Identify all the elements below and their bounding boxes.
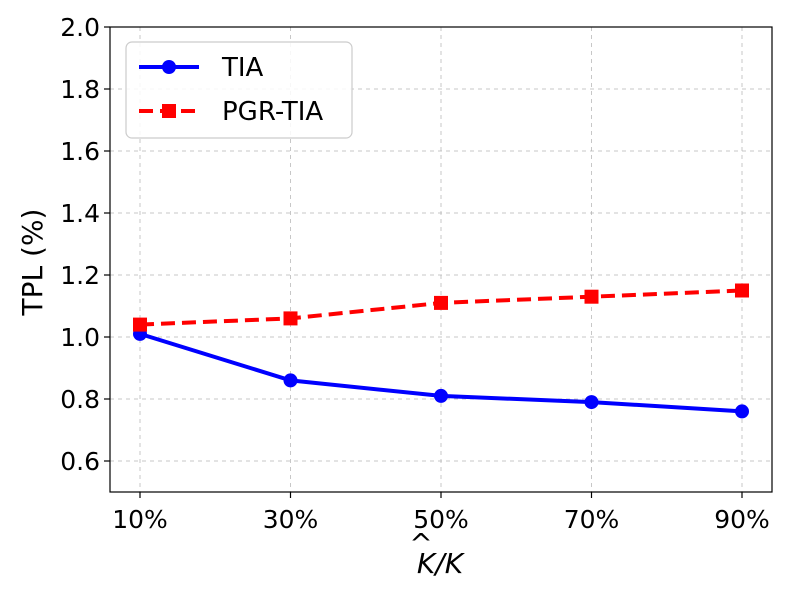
y-tick-label: 2.0 xyxy=(60,13,100,42)
x-tick-label: 90% xyxy=(714,505,770,534)
data-point-tia xyxy=(735,404,749,419)
y-axis-ticks: 0.6 0.8 1.0 1.2 1.4 1.6 1.8 2.0 xyxy=(60,13,110,476)
data-point-pgr-tia xyxy=(434,295,448,310)
data-point-pgr-tia xyxy=(584,289,599,304)
data-point-tia xyxy=(283,373,298,388)
x-axis-title-hat: ^ xyxy=(409,527,432,560)
x-axis-title-rest: /K xyxy=(432,547,465,580)
y-tick-label: 1.4 xyxy=(60,199,100,228)
x-tick-label: 50% xyxy=(413,505,469,534)
y-tick-label: 0.6 xyxy=(60,447,100,476)
x-axis-title: K/K ^ xyxy=(409,527,465,580)
y-tick-label: 1.6 xyxy=(60,137,100,166)
x-tick-label: 30% xyxy=(263,505,319,534)
x-tick-label: 10% xyxy=(112,505,168,534)
data-point-pgr-tia xyxy=(735,283,749,298)
y-axis-title: TPL (%) xyxy=(16,209,49,317)
series-group xyxy=(133,283,749,419)
legend-label-tia: TIA xyxy=(221,53,264,83)
legend-label-pgr-tia: PGR-TIA xyxy=(222,97,323,127)
data-point-pgr-tia xyxy=(283,311,298,326)
data-point-tia xyxy=(434,388,448,403)
y-tick-label: 1.8 xyxy=(60,75,100,104)
legend-marker-pgr-tia xyxy=(162,104,176,118)
y-tick-label: 1.2 xyxy=(60,261,100,290)
y-tick-label: 0.8 xyxy=(60,385,100,414)
svg-text:K/K: K/K xyxy=(417,547,466,580)
x-axis-ticks: 10% 30% 50% 70% 90% xyxy=(112,492,770,534)
legend-marker-tia xyxy=(162,60,176,74)
legend: TIA PGR-TIA xyxy=(125,41,353,139)
y-tick-label: 1.0 xyxy=(60,323,100,352)
x-axis-title-k-hat: K xyxy=(417,547,438,580)
data-point-tia xyxy=(584,395,599,410)
x-tick-label: 70% xyxy=(564,505,620,534)
data-point-pgr-tia xyxy=(133,317,147,332)
